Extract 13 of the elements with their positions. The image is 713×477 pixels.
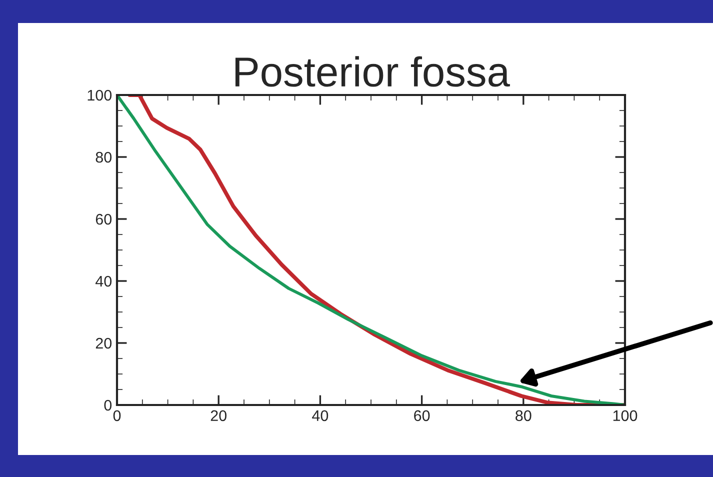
chart-title: Posterior fossa xyxy=(235,56,510,87)
y-tick-label: 0 xyxy=(104,400,112,411)
y-tick-label: 80 xyxy=(96,152,112,163)
x-tick-label: 20 xyxy=(210,410,226,422)
y-tick-label: 20 xyxy=(96,338,112,349)
x-tick-label: 100 xyxy=(613,410,638,422)
x-tick-label: 60 xyxy=(414,410,430,422)
x-tick-label: 0 xyxy=(113,410,121,422)
y-tick-label: 40 xyxy=(96,276,112,287)
y-tick-label: 60 xyxy=(96,214,112,225)
x-tick-label: 40 xyxy=(312,410,328,422)
x-tick-label: 80 xyxy=(516,410,532,422)
y-tick-label: 100 xyxy=(88,90,112,101)
